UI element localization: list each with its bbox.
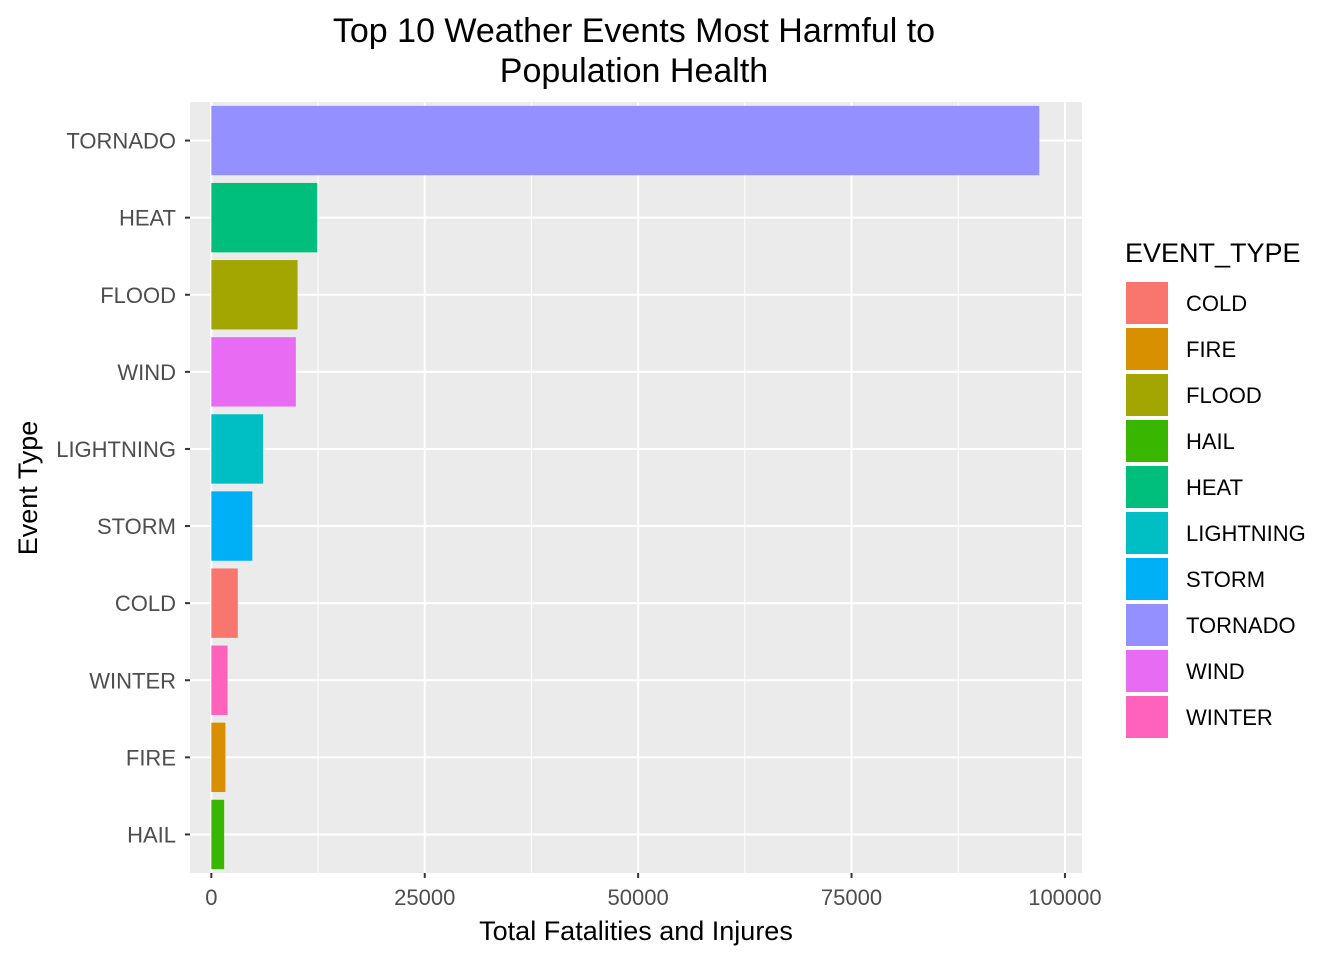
- legend-key-wind: [1126, 650, 1168, 692]
- legend-label: TORNADO: [1186, 613, 1296, 638]
- x-tick-label: 25000: [394, 885, 455, 910]
- legend-label: WINTER: [1186, 705, 1273, 730]
- bar-lightning: [211, 414, 263, 484]
- y-tick-label: COLD: [115, 591, 176, 616]
- legend-label: STORM: [1186, 567, 1265, 592]
- y-tick-label: WIND: [117, 360, 176, 385]
- bar-wind: [211, 337, 296, 407]
- legend-label: COLD: [1186, 291, 1247, 316]
- legend-key-heat: [1126, 466, 1168, 508]
- x-axis: 0 25000 50000 75000 100000: [205, 873, 1102, 910]
- legend-label: WIND: [1186, 659, 1245, 684]
- legend-key-lightning: [1126, 512, 1168, 554]
- legend-label: HAIL: [1186, 429, 1235, 454]
- legend-key-hail: [1126, 420, 1168, 462]
- y-tick-label: TORNADO: [66, 129, 176, 154]
- y-tick-label: HAIL: [127, 822, 176, 847]
- x-tick-label: 100000: [1028, 885, 1101, 910]
- x-axis-title: Total Fatalities and Injures: [479, 916, 793, 946]
- y-tick-label: FIRE: [126, 745, 176, 770]
- bar-flood: [211, 260, 298, 330]
- legend-title: EVENT_TYPE: [1125, 238, 1301, 268]
- x-tick-label: 0: [205, 885, 217, 910]
- y-tick-label: STORM: [97, 514, 176, 539]
- y-tick-label: HEAT: [119, 206, 176, 231]
- legend: EVENT_TYPE COLD FIRE FLOOD HAIL HEAT LIGHTNIN…: [1125, 238, 1306, 738]
- legend-key-winter: [1126, 696, 1168, 738]
- bars: [211, 105, 1040, 870]
- y-axis: TORNADO HEAT FLOOD WIND LIGHTNING STORM COLD WI…: [56, 129, 190, 847]
- bar-tornado: [211, 105, 1040, 176]
- bar-heat: [211, 182, 318, 253]
- chart-title-line-2: Population Health: [500, 52, 768, 90]
- y-axis-title: Event Type: [13, 421, 43, 556]
- legend-label: FIRE: [1186, 337, 1236, 362]
- x-tick-label: 75000: [821, 885, 882, 910]
- legend-key-flood: [1126, 374, 1168, 416]
- bar-winter: [211, 645, 228, 715]
- y-tick-label: FLOOD: [100, 283, 176, 308]
- plot-panel: [190, 102, 1082, 873]
- y-tick-label: LIGHTNING: [56, 437, 176, 462]
- bar-storm: [211, 491, 253, 561]
- bar-hail: [211, 799, 225, 870]
- legend-key-cold: [1126, 282, 1168, 324]
- x-tick-label: 50000: [608, 885, 669, 910]
- y-tick-label: WINTER: [89, 668, 176, 693]
- legend-key-tornado: [1126, 604, 1168, 646]
- legend-key-storm: [1126, 558, 1168, 600]
- chart-title-line-1: Top 10 Weather Events Most Harmful to: [333, 12, 935, 50]
- legend-label: FLOOD: [1186, 383, 1262, 408]
- bar-fire: [211, 722, 226, 793]
- legend-label: LIGHTNING: [1186, 521, 1306, 546]
- bar-cold: [211, 568, 238, 638]
- legend-label: HEAT: [1186, 475, 1243, 500]
- legend-key-fire: [1126, 328, 1168, 370]
